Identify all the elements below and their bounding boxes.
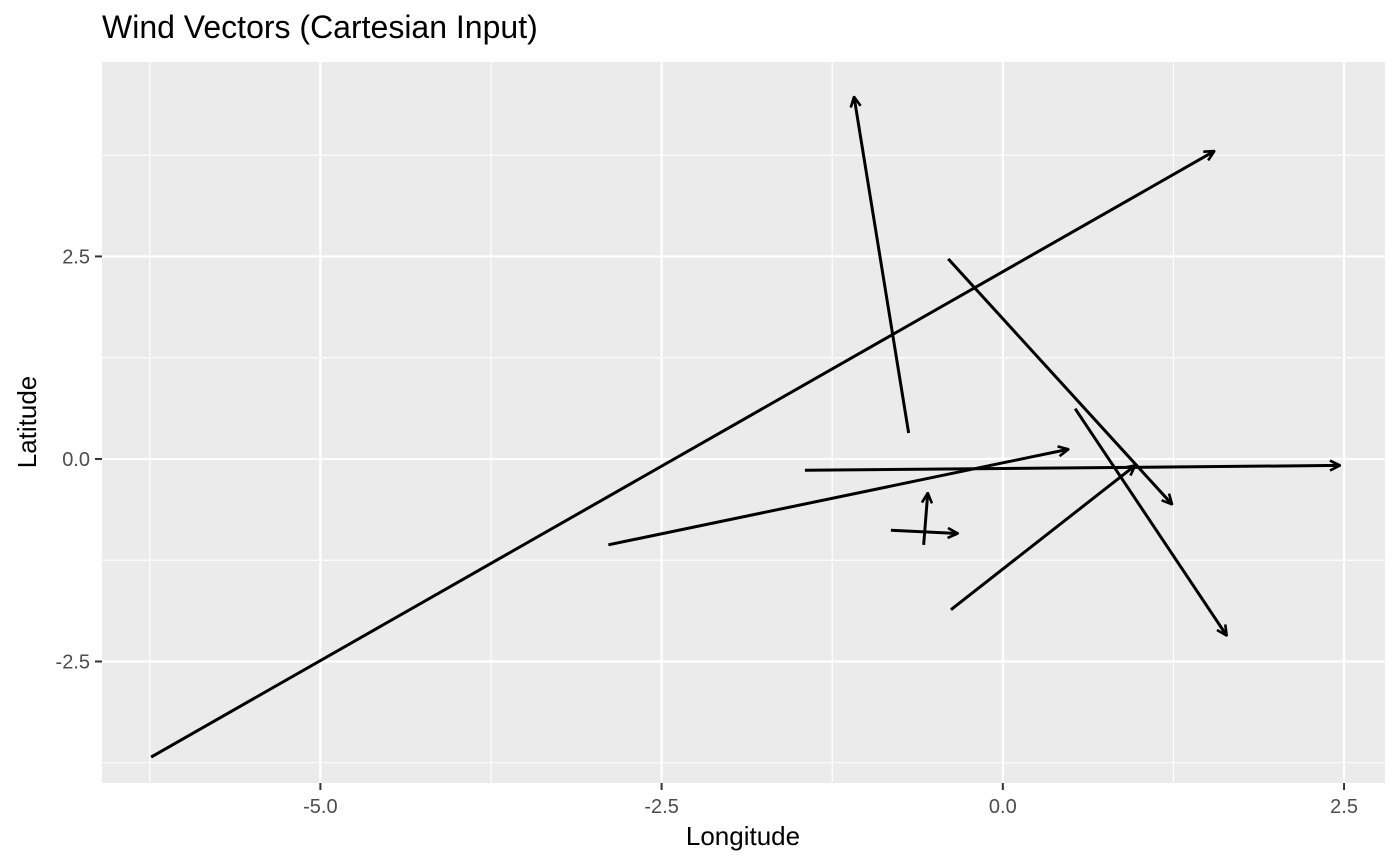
y-axis-title: Latitude <box>12 376 42 469</box>
y-tick-label: -2.5 <box>56 651 90 673</box>
major-gridlines <box>102 62 1385 783</box>
minor-gridlines <box>102 62 1385 783</box>
wind-vector-arrow <box>1073 407 1227 636</box>
x-tick-label: -5.0 <box>303 796 337 818</box>
wind-vector-arrow <box>150 151 1214 759</box>
wind-vector-arrow <box>804 465 1340 472</box>
wind-vector-arrow <box>950 465 1135 611</box>
wind-vector-arrow <box>854 97 911 434</box>
x-tick-label: 0.0 <box>989 796 1017 818</box>
x-tick-label: 2.5 <box>1330 796 1358 818</box>
x-axis: -5.0 -2.5 0.0 2.5 <box>303 783 1358 818</box>
wind-vectors <box>150 97 1340 759</box>
wind-vector-arrow <box>947 257 1172 504</box>
y-tick-label: 0.0 <box>62 449 90 471</box>
y-tick-label: 2.5 <box>62 246 90 268</box>
x-tick-label: -2.5 <box>644 796 678 818</box>
y-axis: -2.5 0.0 2.5 <box>56 246 102 673</box>
wind-vector-arrow <box>608 449 1068 547</box>
chart-title: Wind Vectors (Cartesian Input) <box>102 9 538 45</box>
wind-vector-arrow <box>924 493 928 545</box>
x-axis-title: Longitude <box>686 821 800 851</box>
